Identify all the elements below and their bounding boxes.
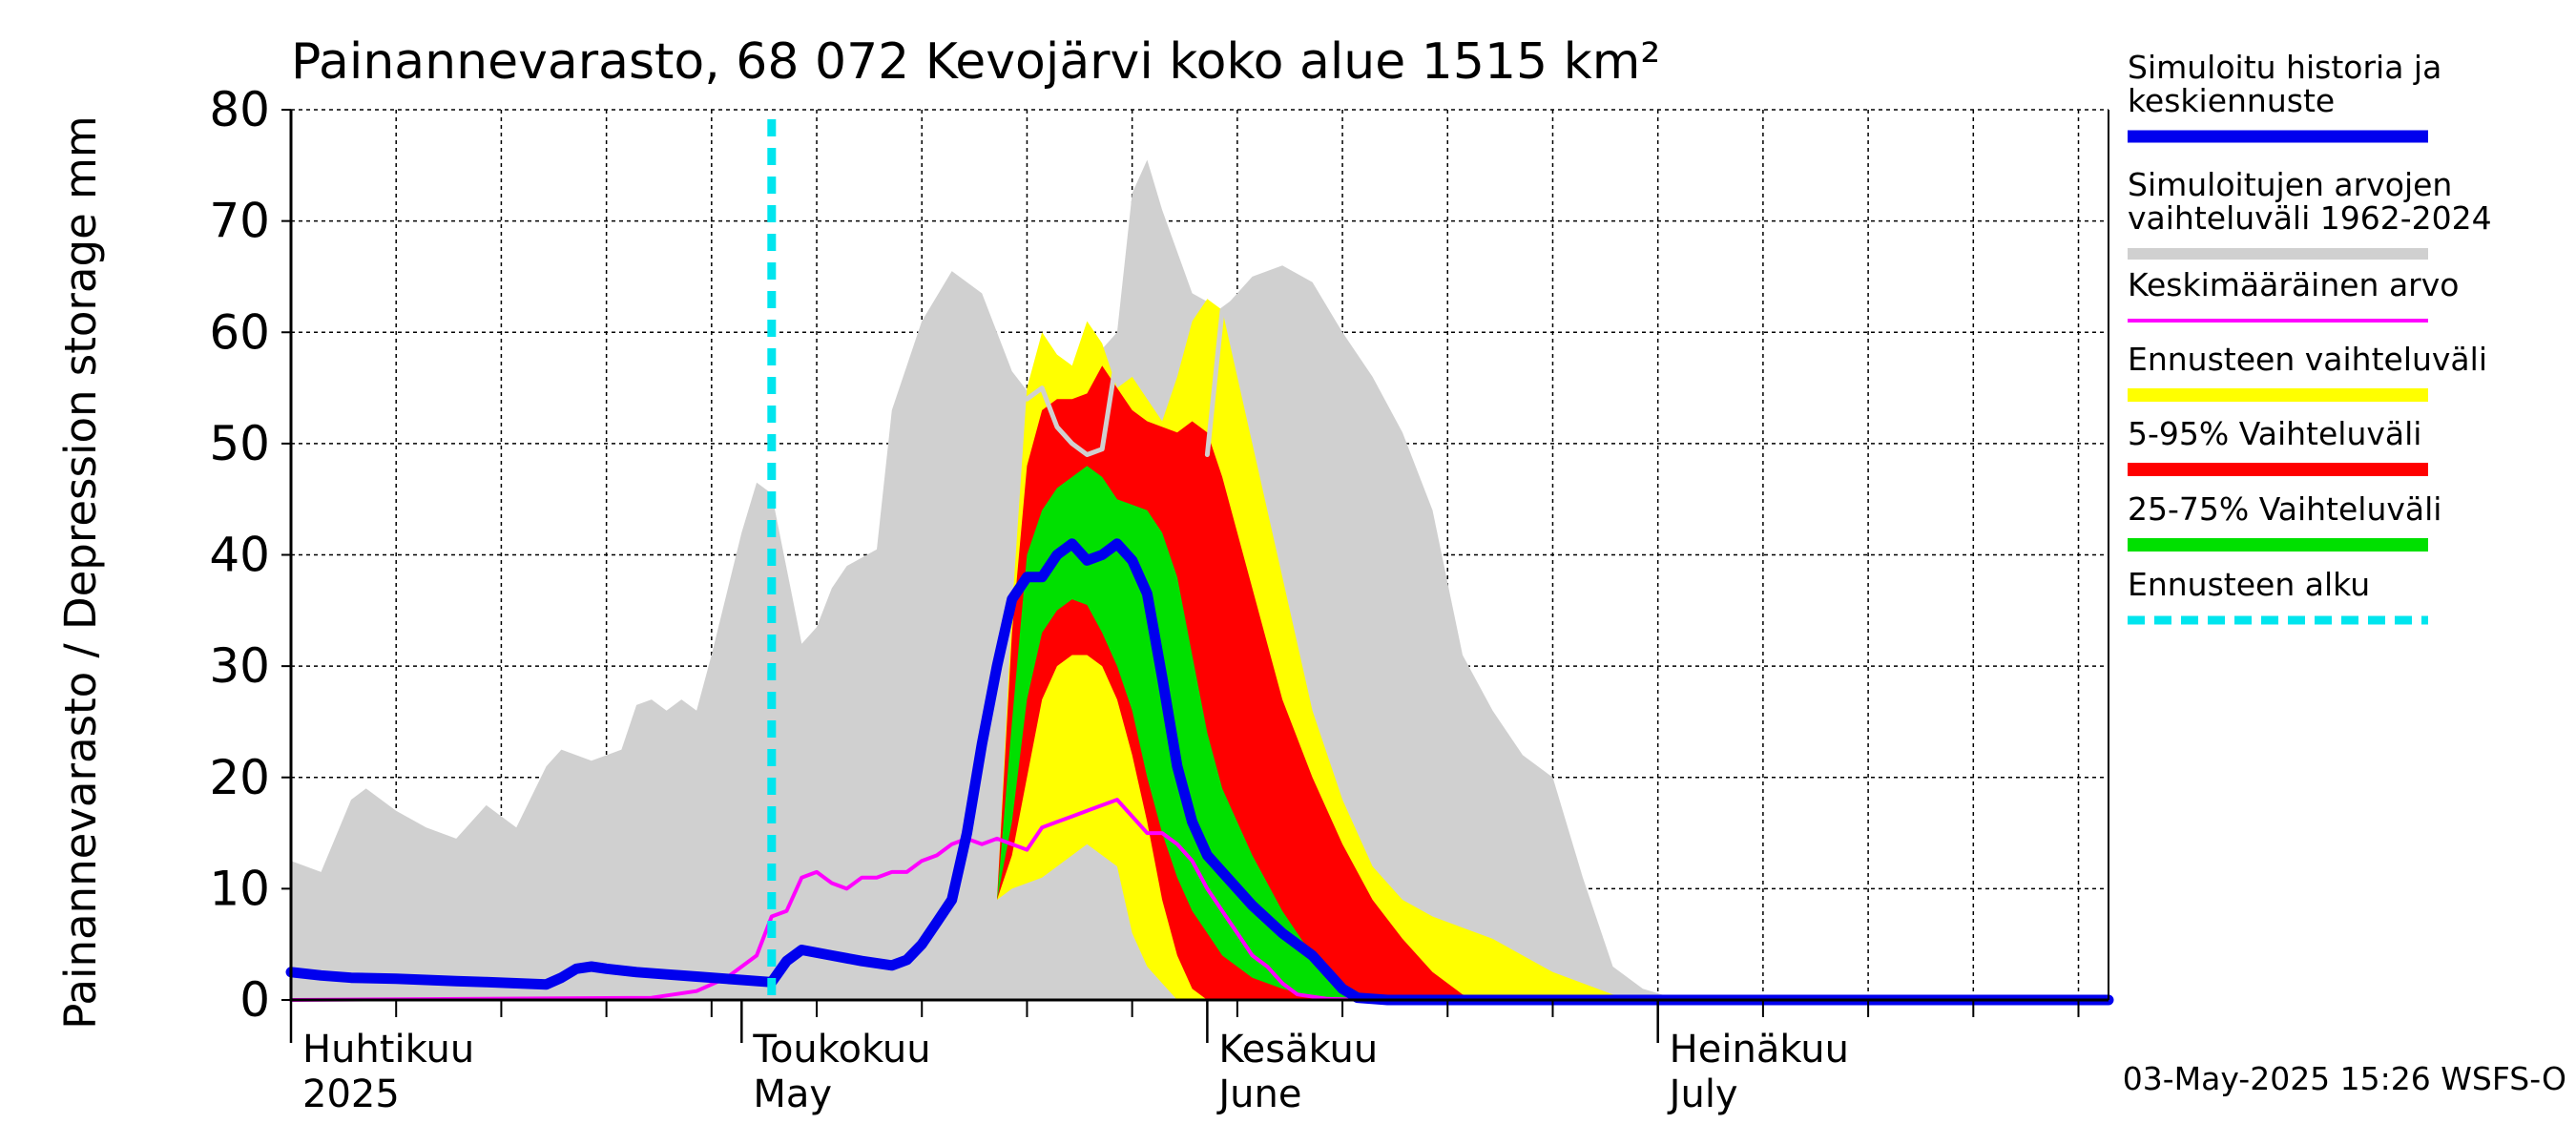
mean-line [289,798,2110,1002]
p25-75-range-area [997,466,1373,1000]
legend-label: Keskimääräinen arvo [2128,266,2459,303]
month-label-fi: Huhtikuu [302,1028,474,1072]
month-label-fi: Kesäkuu [1218,1028,1378,1072]
legend-label: keskiennuste [2128,82,2335,119]
y-tick-label: 70 [209,194,270,249]
footer-timestamp: 03-May-2025 15:26 WSFS-O [2123,1060,2566,1097]
chart-areas [291,159,2109,1000]
y-tick-label: 50 [209,416,270,471]
legend-label: 25-75% Vaihteluväli [2128,490,2441,528]
month-label-en: June [1215,1072,1301,1116]
y-tick-label: 80 [209,82,270,137]
legend-label: Simuloitujen arvojen [2128,166,2452,203]
historical-range-edge [1024,352,1120,457]
y-tick-label: 10 [209,861,270,916]
legend-label: 5-95% Vaihteluväli [2128,415,2421,452]
history-forecast-line [285,538,2114,1006]
legend-label: Simuloitu historia ja [2128,49,2441,86]
chart-title: Painannevarasto, 68 072 Kevojärvi koko a… [291,33,1660,91]
y-tick-label: 40 [209,528,270,583]
month-label-fi: Toukokuu [752,1028,930,1072]
month-label-fi: Heinäkuu [1670,1028,1849,1072]
y-tick-label: 0 [239,972,270,1028]
y-tick-label: 20 [209,750,270,805]
legend-label: Ennusteen alku [2128,566,2370,603]
y-tick-label: 60 [209,304,270,360]
legend-label: vaihteluväli 1962-2024 [2128,199,2492,237]
y-tick-label: 30 [209,638,270,694]
chart-lines [285,119,2114,1006]
legend-label: Ennusteen vaihteluväli [2128,341,2487,378]
historical-range-edge [1204,296,1240,457]
month-label-en: July [1667,1072,1738,1116]
y-axis-label: Painannevarasto / Depression storage mm [55,115,106,1029]
month-label-en: 2025 [302,1072,400,1116]
month-label-en: May [753,1072,832,1116]
